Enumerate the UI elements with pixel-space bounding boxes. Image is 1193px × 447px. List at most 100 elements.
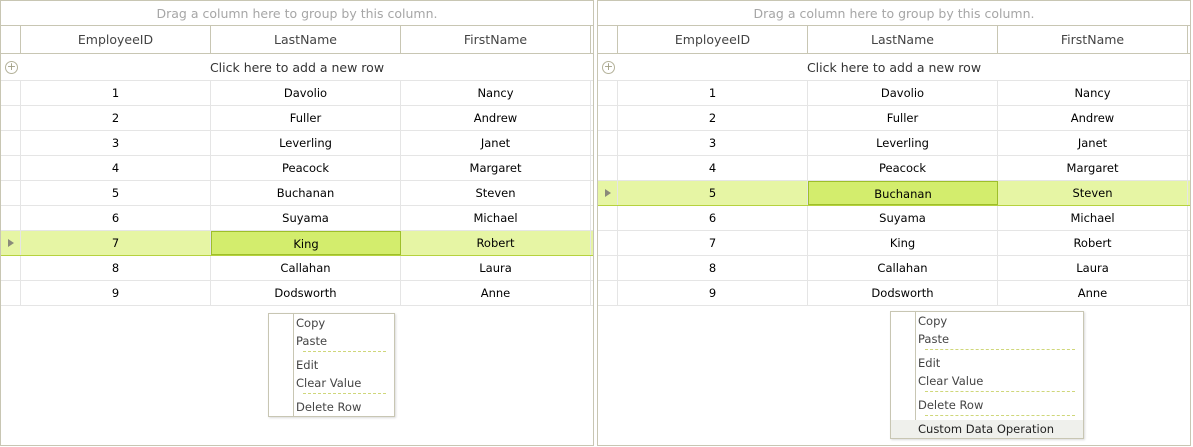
cell-employeeid[interactable]: 3 <box>618 131 808 155</box>
cell-employeeid[interactable]: 2 <box>618 106 808 130</box>
cell-firstname[interactable]: Anne <box>401 281 591 305</box>
column-header-firstname[interactable]: FirstName <box>998 26 1188 53</box>
cell-lastname[interactable]: Leverling <box>808 131 998 155</box>
menu-item-delete-row[interactable]: Delete Row <box>296 400 362 414</box>
menu-item-edit[interactable]: Edit <box>296 358 319 372</box>
table-row[interactable]: 3 Leverling Janet <box>1 131 593 156</box>
cell-employeeid[interactable]: 4 <box>618 156 808 180</box>
cell-employeeid[interactable]: 3 <box>21 131 211 155</box>
cell-firstname[interactable]: Andrew <box>401 106 591 130</box>
menu-item-delete-row[interactable]: Delete Row <box>918 398 984 412</box>
cell-lastname[interactable]: Buchanan <box>808 181 998 205</box>
cell-firstname[interactable]: Margaret <box>998 156 1188 180</box>
cell-firstname[interactable]: Michael <box>401 206 591 230</box>
table-row[interactable]: 3 Leverling Janet <box>598 131 1190 156</box>
cell-employeeid[interactable]: 9 <box>21 281 211 305</box>
cell-firstname[interactable]: Robert <box>998 231 1188 255</box>
menu-item-clear-value[interactable]: Clear Value <box>296 376 362 390</box>
group-panel[interactable]: Drag a column here to group by this colu… <box>1 1 593 26</box>
cell-lastname[interactable]: King <box>211 231 401 255</box>
cell-firstname[interactable]: Nancy <box>401 81 591 105</box>
column-header-employeeid[interactable]: EmployeeID <box>618 26 808 53</box>
cell-lastname[interactable]: Suyama <box>808 206 998 230</box>
cell-lastname[interactable]: Leverling <box>211 131 401 155</box>
group-panel[interactable]: Drag a column here to group by this colu… <box>598 1 1190 26</box>
menu-item-custom-data-operation[interactable]: Custom Data Operation <box>891 420 1083 438</box>
menu-separator <box>303 393 386 398</box>
column-header-lastname[interactable]: LastName <box>808 26 998 53</box>
cell-lastname[interactable]: Suyama <box>211 206 401 230</box>
table-row[interactable]: 9 Dodsworth Anne <box>1 281 593 306</box>
menu-item-clear-value[interactable]: Clear Value <box>918 374 984 388</box>
row-indicator <box>598 131 618 155</box>
cell-firstname[interactable]: Michael <box>998 206 1188 230</box>
cell-employeeid[interactable]: 6 <box>618 206 808 230</box>
add-new-row[interactable]: + Click here to add a new row <box>598 54 1190 81</box>
cell-lastname[interactable]: Fuller <box>808 106 998 130</box>
menu-separator <box>925 415 1075 420</box>
table-row[interactable]: 2 Fuller Andrew <box>598 106 1190 131</box>
cell-employeeid[interactable]: 9 <box>618 281 808 305</box>
cell-firstname[interactable]: Nancy <box>998 81 1188 105</box>
cell-employeeid[interactable]: 2 <box>21 106 211 130</box>
right-grid-view: Drag a column here to group by this colu… <box>597 0 1191 446</box>
menu-item-paste[interactable]: Paste <box>918 332 950 346</box>
cell-lastname[interactable]: Peacock <box>808 156 998 180</box>
cell-employeeid[interactable]: 1 <box>618 81 808 105</box>
table-row[interactable]: 1 Davolio Nancy <box>598 81 1190 106</box>
table-row[interactable]: 8 Callahan Laura <box>598 256 1190 281</box>
menu-item-edit[interactable]: Edit <box>918 356 941 370</box>
cell-lastname[interactable]: Dodsworth <box>808 281 998 305</box>
table-row[interactable]: 7 King Robert <box>1 231 593 256</box>
cell-lastname[interactable]: Davolio <box>808 81 998 105</box>
cell-employeeid[interactable]: 5 <box>21 181 211 205</box>
cell-firstname[interactable]: Anne <box>998 281 1188 305</box>
cell-lastname[interactable]: Buchanan <box>211 181 401 205</box>
add-row-plus-icon: + <box>602 60 615 74</box>
cell-firstname[interactable]: Robert <box>401 231 591 255</box>
menu-item-paste[interactable]: Paste <box>296 334 328 348</box>
cell-firstname[interactable]: Laura <box>998 256 1188 280</box>
menu-item-copy[interactable]: Copy <box>918 314 948 328</box>
menu-item-copy[interactable]: Copy <box>296 316 326 330</box>
column-header-employeeid[interactable]: EmployeeID <box>21 26 211 53</box>
cell-firstname[interactable]: Laura <box>401 256 591 280</box>
cell-lastname[interactable]: Peacock <box>211 156 401 180</box>
cell-employeeid[interactable]: 7 <box>21 231 211 255</box>
cell-employeeid[interactable]: 5 <box>618 181 808 205</box>
table-row[interactable]: 5 Buchanan Steven <box>598 181 1190 206</box>
cell-employeeid[interactable]: 4 <box>21 156 211 180</box>
cell-firstname[interactable]: Steven <box>401 181 591 205</box>
current-row-arrow-icon <box>605 189 611 197</box>
table-row[interactable]: 5 Buchanan Steven <box>1 181 593 206</box>
cell-firstname[interactable]: Steven <box>998 181 1188 205</box>
cell-firstname[interactable]: Janet <box>401 131 591 155</box>
table-row[interactable]: 7 King Robert <box>598 231 1190 256</box>
table-row[interactable]: 6 Suyama Michael <box>598 206 1190 231</box>
cell-firstname[interactable]: Margaret <box>401 156 591 180</box>
add-new-row[interactable]: + Click here to add a new row <box>1 54 593 81</box>
cell-lastname[interactable]: Callahan <box>808 256 998 280</box>
table-row[interactable]: 8 Callahan Laura <box>1 256 593 281</box>
cell-lastname[interactable]: Callahan <box>211 256 401 280</box>
cell-lastname[interactable]: Fuller <box>211 106 401 130</box>
header-row: EmployeeID LastName FirstName <box>1 26 593 54</box>
cell-employeeid[interactable]: 8 <box>618 256 808 280</box>
cell-lastname[interactable]: Davolio <box>211 81 401 105</box>
table-row[interactable]: 4 Peacock Margaret <box>1 156 593 181</box>
cell-employeeid[interactable]: 6 <box>21 206 211 230</box>
table-row[interactable]: 9 Dodsworth Anne <box>598 281 1190 306</box>
cell-employeeid[interactable]: 8 <box>21 256 211 280</box>
cell-lastname[interactable]: King <box>808 231 998 255</box>
cell-firstname[interactable]: Janet <box>998 131 1188 155</box>
table-row[interactable]: 2 Fuller Andrew <box>1 106 593 131</box>
table-row[interactable]: 1 Davolio Nancy <box>1 81 593 106</box>
cell-employeeid[interactable]: 7 <box>618 231 808 255</box>
column-header-lastname[interactable]: LastName <box>211 26 401 53</box>
table-row[interactable]: 6 Suyama Michael <box>1 206 593 231</box>
column-header-firstname[interactable]: FirstName <box>401 26 591 53</box>
cell-lastname[interactable]: Dodsworth <box>211 281 401 305</box>
cell-firstname[interactable]: Andrew <box>998 106 1188 130</box>
cell-employeeid[interactable]: 1 <box>21 81 211 105</box>
table-row[interactable]: 4 Peacock Margaret <box>598 156 1190 181</box>
